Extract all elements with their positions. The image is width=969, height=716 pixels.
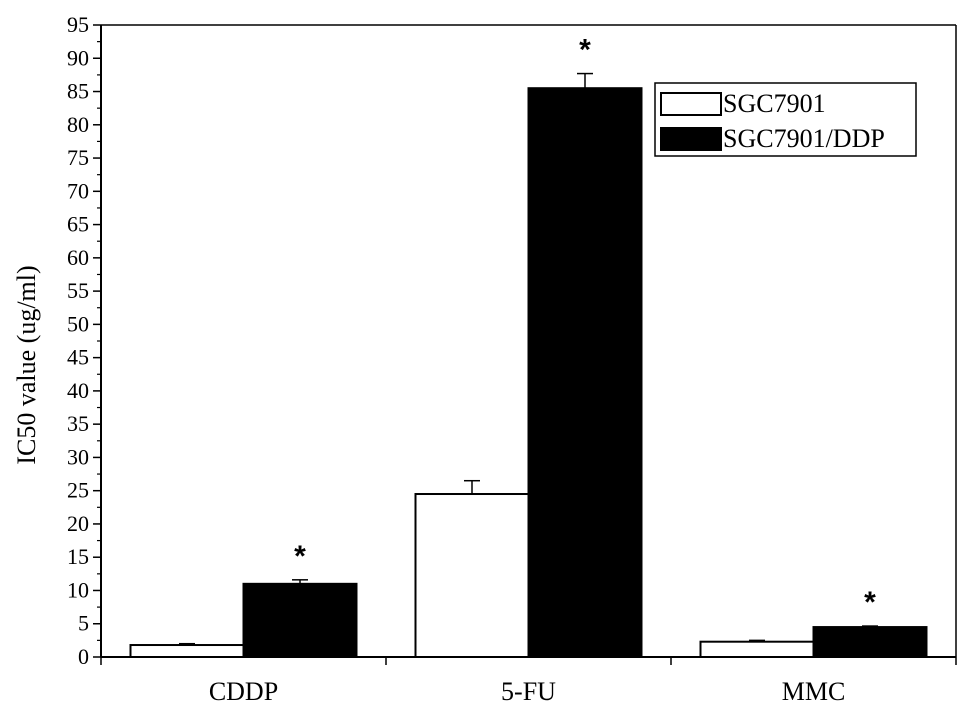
bar-mmc-s1 <box>812 626 928 659</box>
y-tick-label-65: 65 <box>67 212 89 237</box>
legend-swatch-sgc7901-ddp <box>660 127 722 151</box>
x-tick-label-cddp: CDDP <box>209 677 278 706</box>
bar-5-fu-s0 <box>414 493 530 658</box>
y-tick-label-15: 15 <box>67 544 89 569</box>
y-tick-label-95: 95 <box>67 12 89 37</box>
bar-cddp-s0 <box>129 644 245 659</box>
y-tick-label-30: 30 <box>67 444 89 469</box>
y-tick-label-75: 75 <box>67 145 89 170</box>
bar-5-fu-s1 <box>527 87 643 658</box>
x-tick-label-mmc: MMC <box>782 677 846 706</box>
plot-area: * CDDP * 5-FU * MMC 0 5 10 15 20 25 30 35 40 45 50 55 60 65… <box>67 12 957 706</box>
y-tick-label-0: 0 <box>78 644 89 669</box>
significance-marker-cddp: * <box>294 540 306 573</box>
y-tick-label-10: 10 <box>67 577 89 602</box>
y-axis-title: IC50 value (ug/ml) <box>12 265 41 464</box>
legend-label-sgc7901-ddp: SGC7901/DDP <box>723 124 885 153</box>
y-tick-label-85: 85 <box>67 79 89 104</box>
y-tick-label-80: 80 <box>67 112 89 137</box>
bar-mmc-s0 <box>699 640 815 659</box>
y-tick-label-70: 70 <box>67 178 89 203</box>
y-tick-label-60: 60 <box>67 245 89 270</box>
y-tick-label-50: 50 <box>67 311 89 336</box>
x-tick-label-5-fu: 5-FU <box>501 677 556 706</box>
bar-cddp-s1 <box>242 582 358 658</box>
y-tick-label-25: 25 <box>67 478 89 503</box>
y-tick-label-45: 45 <box>67 345 89 370</box>
legend: SGC7901 SGC7901/DDP <box>654 82 917 157</box>
significance-marker-5-fu: * <box>579 33 591 66</box>
y-tick-label-55: 55 <box>67 278 89 303</box>
significance-marker-mmc: * <box>864 586 876 619</box>
y-tick-label-40: 40 <box>67 378 89 403</box>
y-tick-label-5: 5 <box>78 611 89 636</box>
y-tick-label-35: 35 <box>67 411 89 436</box>
y-tick-label-90: 90 <box>67 45 89 70</box>
legend-label-sgc7901: SGC7901 <box>723 89 826 118</box>
legend-swatch-sgc7901 <box>660 92 722 116</box>
y-tick-label-20: 20 <box>67 511 89 536</box>
